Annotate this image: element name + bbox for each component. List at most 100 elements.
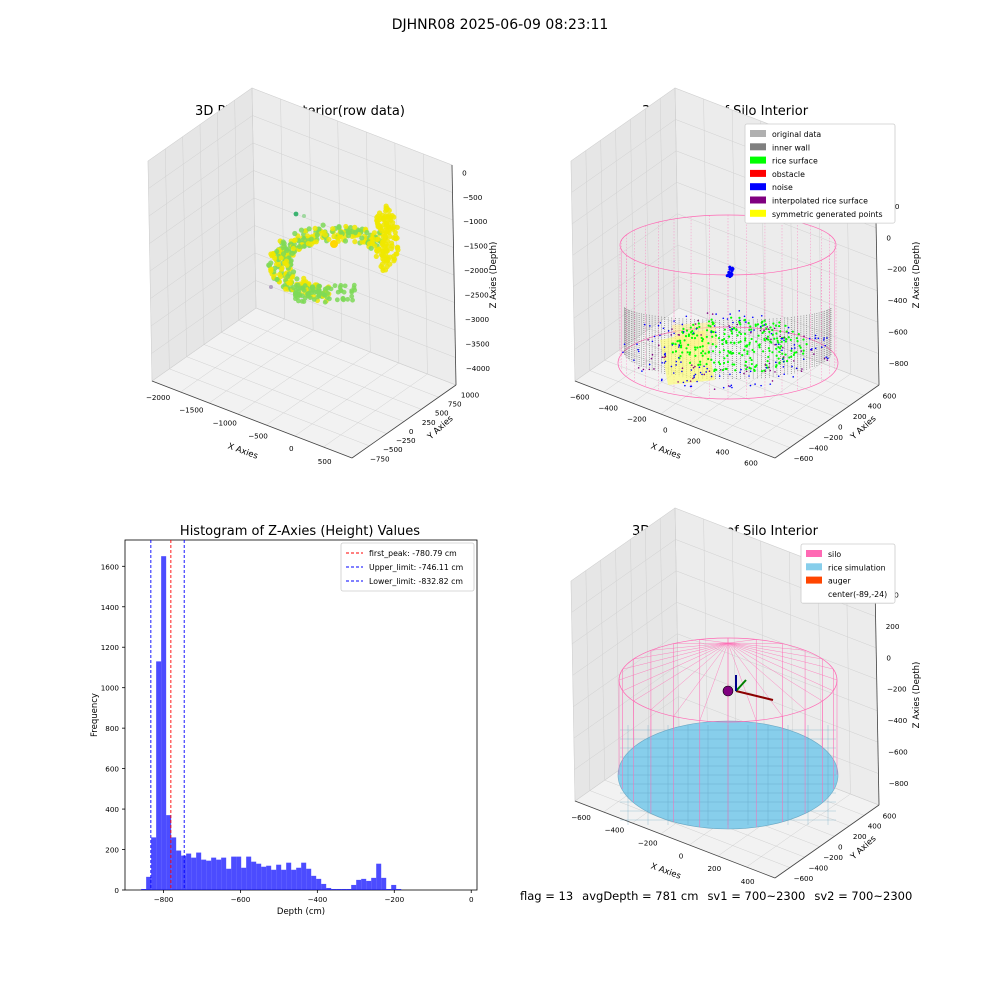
y-tick-label: 800: [105, 724, 119, 733]
rice-surface-point: [784, 324, 787, 327]
rice-surface-point: [772, 322, 775, 325]
rice-surface-point: [717, 337, 721, 340]
noise-point: [731, 328, 734, 330]
noise-point: [662, 327, 665, 330]
grid-line: [150, 252, 456, 331]
rice-surface-point: [745, 368, 748, 371]
noise-point: [823, 357, 826, 360]
rice-surface-point: [694, 348, 697, 351]
rice-surface-point: [758, 346, 761, 349]
noise-point: [715, 313, 717, 315]
noise-point: [787, 332, 790, 334]
rice-surface-point: [775, 364, 778, 367]
scan-point: [394, 251, 400, 257]
noise-point: [769, 383, 772, 385]
noise-point: [745, 321, 747, 323]
rice-surface-point: [760, 321, 763, 324]
noise-point: [826, 337, 828, 339]
rice-surface-point: [768, 330, 771, 333]
noise-point: [814, 334, 817, 337]
rice-surface-point: [741, 354, 744, 357]
scan-point: [282, 286, 289, 292]
scan-point: [331, 233, 337, 240]
noise-point: [664, 354, 667, 356]
scan-point: [383, 203, 389, 209]
rice-surface-point: [775, 347, 778, 350]
noise-point: [651, 353, 654, 356]
silo-roof-line: [727, 642, 806, 710]
rice-surface-point: [771, 351, 774, 354]
scan-point: [269, 285, 273, 289]
rice-surface-point: [685, 329, 689, 332]
silo-roof-line: [727, 642, 834, 670]
rice-surface-point: [799, 346, 802, 349]
rice-surface-point: [738, 352, 741, 355]
scan-point: [350, 297, 355, 303]
rice-surface-point: [731, 363, 734, 366]
scan-point: [373, 253, 379, 260]
rice-surface-point: [765, 327, 768, 330]
rice-surface-point: [735, 328, 738, 331]
rice-surface-point: [729, 341, 733, 344]
grid-line: [571, 570, 877, 649]
noise-point: [642, 368, 645, 371]
scan-point: [293, 293, 298, 299]
rice-surface-point: [766, 360, 769, 363]
rice-surface-point: [796, 340, 799, 343]
silo-roof-line: [633, 642, 729, 660]
rice-surface-point: [733, 327, 736, 330]
noise-point: [774, 371, 776, 373]
noise-point: [824, 344, 827, 347]
scan-point: [302, 295, 308, 301]
rice-surface-point: [721, 368, 725, 372]
scan-point: [330, 226, 336, 232]
rice-surface-point: [738, 331, 741, 334]
noise-point: [809, 348, 812, 351]
scan-point: [345, 296, 351, 302]
auger-axis: [735, 690, 774, 701]
noise-point: [677, 333, 680, 336]
scan-point: [314, 232, 320, 238]
rice-surface-point: [777, 325, 781, 328]
scan-point: [268, 266, 274, 272]
noise-point: [636, 343, 638, 346]
y-tick-label: −200: [823, 433, 843, 442]
figure-title: DJHNR08 2025-06-09 08:23:11: [391, 17, 609, 33]
noise-point: [790, 347, 793, 350]
rice-surface-point: [744, 345, 747, 348]
noise-point: [694, 365, 696, 368]
noise-point: [653, 368, 655, 370]
noise-point: [732, 321, 734, 324]
x-tick-label: −1000: [213, 419, 238, 428]
rice-surface-point: [725, 340, 728, 343]
rice-surface-point: [754, 323, 757, 326]
z-axis-line: [874, 584, 880, 806]
noise-point: [822, 339, 825, 341]
rice-surface-point: [730, 330, 733, 333]
rice-surface-point: [747, 321, 750, 325]
noise-point: [792, 360, 795, 362]
silo-roof-line: [633, 642, 729, 702]
rice-surface-point: [749, 325, 752, 328]
rice-surface-point: [802, 349, 805, 352]
rice-surface-point: [711, 350, 715, 353]
noise-point: [671, 344, 674, 346]
rice-surface-point: [753, 365, 757, 369]
noise-point: [823, 337, 825, 339]
x-tick-label: 500: [318, 457, 332, 466]
y-tick-label: −400: [808, 443, 828, 452]
rice-surface-point: [784, 353, 787, 356]
noise-point: [749, 384, 752, 387]
scan-point: [332, 283, 338, 289]
rice-surface-point: [694, 354, 697, 357]
scan-point: [302, 283, 308, 288]
rice-surface-point: [696, 334, 699, 337]
scan-point: [290, 269, 297, 275]
rice-surface-point: [748, 341, 751, 344]
histogram-plot: −800 −600 −400 −200 0 0 200 400 600 800 1000 1200 14…: [90, 539, 478, 917]
noise-point: [738, 310, 741, 312]
rice-surface-point: [729, 350, 732, 353]
histogram-bar: [286, 862, 292, 890]
grid-line: [151, 307, 457, 386]
